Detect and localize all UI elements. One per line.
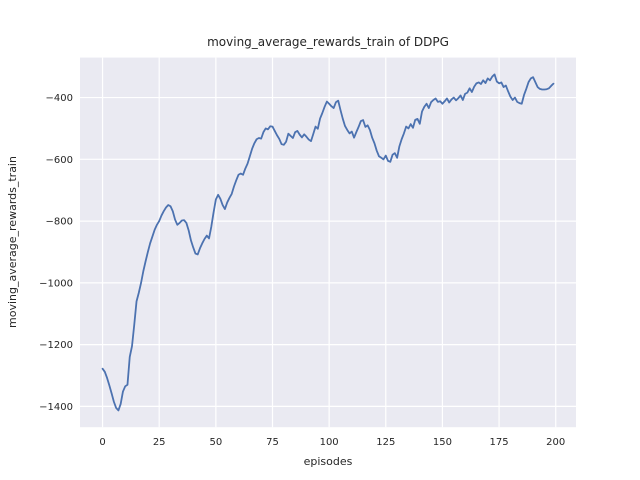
y-tick-label: −600 bbox=[46, 155, 73, 166]
x-tick-label: 125 bbox=[376, 437, 395, 448]
data-line bbox=[101, 73, 555, 412]
axes-background bbox=[80, 57, 576, 428]
y-tick-label: −1000 bbox=[39, 278, 73, 289]
x-tick-label: 50 bbox=[209, 437, 222, 448]
x-tick-label: 200 bbox=[546, 437, 565, 448]
y-tick-labels: −400 −600 −800 −1000 −1200 −1400 bbox=[39, 93, 73, 413]
chart-title: moving_average_rewards_train of DDPG bbox=[207, 35, 449, 49]
y-tick-label: −1400 bbox=[39, 402, 73, 413]
x-tick-label: 75 bbox=[266, 437, 279, 448]
gridlines bbox=[80, 57, 576, 428]
x-tick-label: 25 bbox=[153, 437, 166, 448]
y-tick-label: −1200 bbox=[39, 340, 73, 351]
y-axis-label: moving_average_rewards_train bbox=[6, 156, 19, 328]
series-line bbox=[101, 73, 555, 412]
x-tick-label: 0 bbox=[99, 437, 105, 448]
x-tick-label: 175 bbox=[490, 437, 509, 448]
x-axis-label: episodes bbox=[304, 455, 353, 468]
x-tick-label: 150 bbox=[433, 437, 452, 448]
plot-background bbox=[80, 57, 576, 428]
y-tick-label: −400 bbox=[46, 93, 73, 104]
x-tick-label: 100 bbox=[320, 437, 339, 448]
x-tick-labels: 0 25 50 75 100 125 150 175 200 bbox=[99, 437, 565, 448]
y-tick-label: −800 bbox=[46, 217, 73, 228]
